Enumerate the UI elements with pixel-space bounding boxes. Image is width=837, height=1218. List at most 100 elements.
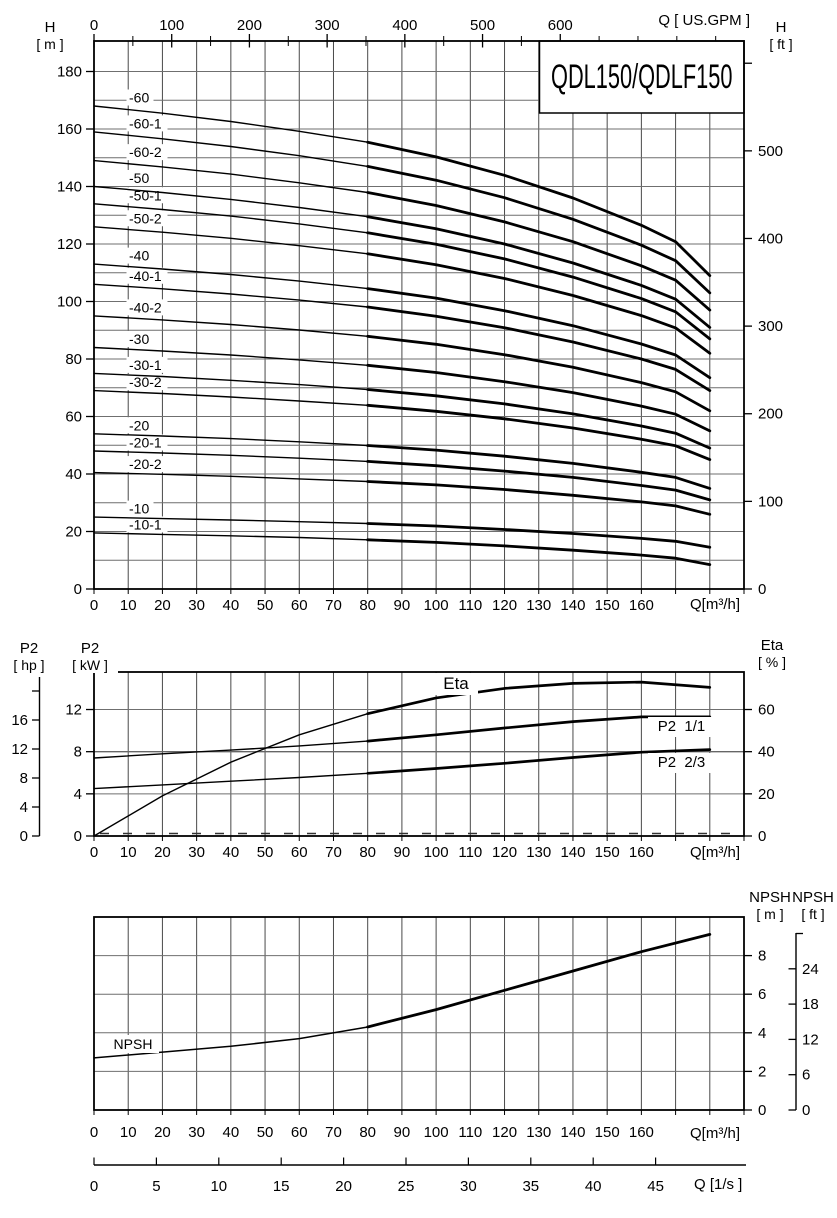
svg-text:10: 10 <box>210 1178 227 1195</box>
svg-text:40: 40 <box>585 1178 602 1195</box>
svg-text:20: 20 <box>154 1124 171 1141</box>
svg-text:140: 140 <box>560 1124 585 1141</box>
svg-text:0: 0 <box>758 828 766 845</box>
curve-p2 <box>93 715 712 759</box>
head-curve-40-1 <box>93 283 712 393</box>
svg-text:8: 8 <box>74 744 82 761</box>
svg-text:130: 130 <box>526 1124 551 1141</box>
svg-text:100: 100 <box>424 844 449 861</box>
npsh-curve-label: NPSH <box>107 1035 159 1053</box>
svg-text:-40-1: -40-1 <box>129 268 162 284</box>
svg-text:0: 0 <box>758 1102 766 1119</box>
head-curve-20 <box>93 433 712 490</box>
svg-text:90: 90 <box>394 1124 411 1141</box>
curve-p2 <box>93 748 712 790</box>
svg-text:30: 30 <box>188 1124 205 1141</box>
svg-text:18: 18 <box>802 996 819 1013</box>
svg-text:60: 60 <box>65 409 82 426</box>
svg-text:30: 30 <box>460 1178 477 1195</box>
svg-text:4: 4 <box>20 799 28 816</box>
svg-text:140: 140 <box>560 844 585 861</box>
svg-text:8: 8 <box>758 948 766 965</box>
axis-unit: [ m ] <box>756 906 784 922</box>
svg-text:120: 120 <box>492 1124 517 1141</box>
svg-text:20: 20 <box>758 786 775 803</box>
svg-text:200: 200 <box>237 17 262 34</box>
p2-full-load-curve-label: P2 1/1 <box>648 717 715 737</box>
axis-unit: [ hp ] <box>13 657 45 673</box>
svg-text:140: 140 <box>560 597 585 614</box>
svg-text:-60-2: -60-2 <box>129 144 162 160</box>
head-curve-50 <box>93 185 712 329</box>
chart-title-box: QDL150/QDLF150 <box>540 43 744 111</box>
head-curve-60-2 <box>93 159 712 312</box>
svg-text:0: 0 <box>90 1178 98 1195</box>
svg-text:0: 0 <box>90 597 98 614</box>
svg-text:40: 40 <box>65 466 82 483</box>
axis-symbol: P2 <box>80 640 100 657</box>
svg-text:20: 20 <box>154 844 171 861</box>
npsh-ft-axis-header: NPSH [ ft ] <box>789 890 837 923</box>
svg-text:500: 500 <box>470 17 495 34</box>
svg-text:60: 60 <box>291 597 308 614</box>
svg-text:110: 110 <box>458 597 482 614</box>
svg-text:100: 100 <box>424 597 449 614</box>
svg-text:120: 120 <box>492 844 517 861</box>
svg-text:50: 50 <box>257 844 274 861</box>
svg-text:4: 4 <box>758 1025 766 1042</box>
svg-text:45: 45 <box>647 1178 664 1195</box>
head-curve-40-2 <box>93 315 712 413</box>
power-kw-axis-header: P2 [ kW ] <box>62 641 118 673</box>
svg-text:0: 0 <box>758 581 766 598</box>
head-curve-20-2 <box>93 471 712 516</box>
svg-text:40: 40 <box>758 744 775 761</box>
svg-text:500: 500 <box>758 143 783 160</box>
flow-unit-label-head-chart: Q[m³/h] <box>690 596 741 613</box>
npsh-chart: 0 10 20 30 40 50 60 70 80 90 100 110 120 130 140 150 160… <box>90 916 819 1195</box>
svg-text:20: 20 <box>154 597 171 614</box>
svg-text:110: 110 <box>458 844 482 861</box>
chart-title-frame <box>538 40 745 114</box>
svg-text:-60-1: -60-1 <box>129 115 162 131</box>
head-curve-60 <box>93 105 712 278</box>
svg-text:20: 20 <box>65 524 82 541</box>
head-curve-30-1 <box>93 372 712 450</box>
head-curve-50-1 <box>93 203 712 341</box>
p2-two-thirds-curve-label: P2 2/3 <box>648 753 715 773</box>
axis-unit: [ kW ] <box>72 657 108 673</box>
svg-text:0: 0 <box>802 1102 810 1119</box>
efficiency-axis-header: Eta [ % ] <box>748 638 796 671</box>
axis-unit: [ m ] <box>36 36 64 52</box>
svg-text:130: 130 <box>526 597 551 614</box>
svg-text:100: 100 <box>159 17 184 34</box>
svg-text:140: 140 <box>57 179 82 196</box>
power-efficiency-chart: 0 10 20 30 40 50 60 70 80 90 100 110 120 130 140 150 160… <box>11 671 775 861</box>
svg-text:300: 300 <box>315 17 340 34</box>
svg-text:150: 150 <box>595 1124 620 1141</box>
svg-text:60: 60 <box>291 1124 308 1141</box>
svg-text:70: 70 <box>325 1124 342 1141</box>
svg-text:0: 0 <box>90 17 98 34</box>
axis-unit: [ ft ] <box>801 906 825 922</box>
svg-text:2: 2 <box>758 1063 766 1080</box>
axis-unit: [ % ] <box>757 654 786 670</box>
svg-text:-50: -50 <box>129 170 149 186</box>
svg-text:600: 600 <box>548 17 573 34</box>
svg-text:24: 24 <box>802 961 819 978</box>
svg-text:400: 400 <box>758 230 783 247</box>
svg-text:5: 5 <box>152 1178 160 1195</box>
svg-text:50: 50 <box>257 1124 274 1141</box>
svg-text:180: 180 <box>57 64 82 81</box>
svg-text:12: 12 <box>65 702 82 719</box>
svg-text:0: 0 <box>74 828 82 845</box>
svg-text:160: 160 <box>629 844 654 861</box>
chart-title: QDL150/QDLF150 <box>551 58 733 96</box>
svg-text:-20-2: -20-2 <box>129 456 162 472</box>
svg-text:12: 12 <box>11 741 28 758</box>
svg-text:30: 30 <box>188 844 205 861</box>
svg-text:400: 400 <box>392 17 417 34</box>
svg-text:16: 16 <box>11 712 28 729</box>
svg-text:70: 70 <box>325 844 342 861</box>
svg-text:10: 10 <box>120 844 137 861</box>
